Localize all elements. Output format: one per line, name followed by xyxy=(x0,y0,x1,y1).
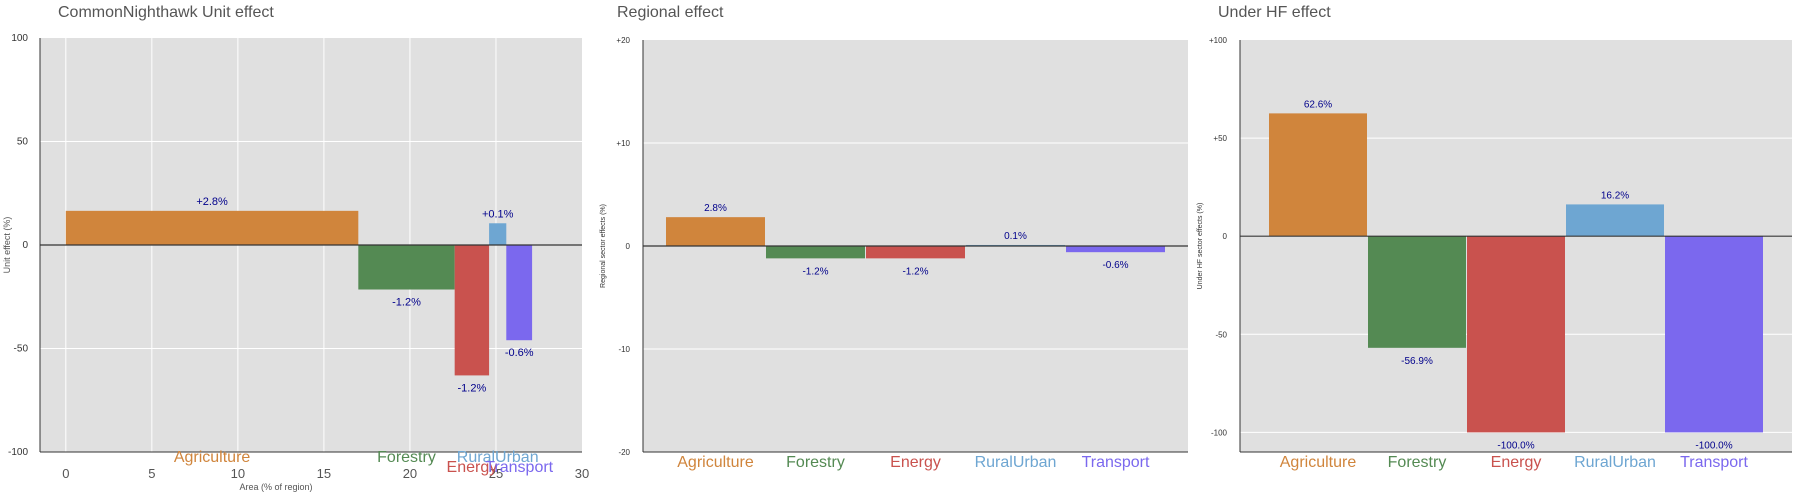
chart1-data-label: -0.6% xyxy=(505,347,534,359)
chart1-bar-energy xyxy=(454,245,490,376)
chart1-category-label: Forestry xyxy=(377,449,436,466)
chart3-category-label: Forestry xyxy=(1388,454,1447,471)
chart3-ytick-label: +100 xyxy=(1209,36,1228,45)
chart3-data-label: -100.0% xyxy=(1497,440,1534,451)
chart3-data-label: 62.6% xyxy=(1304,99,1332,110)
chart1-category-label: Transport xyxy=(485,459,553,476)
chart2-category-label: Energy xyxy=(890,454,941,471)
chart3-ytick-label: +50 xyxy=(1213,134,1227,143)
chart3-category-label: Energy xyxy=(1491,454,1542,471)
chart1-category-label: Agriculture xyxy=(174,449,251,466)
chart2-data-label: -1.2% xyxy=(802,266,828,277)
chart2-ylabel: Regional sector effects (%) xyxy=(600,204,607,288)
chart1-category-label: RuralUrban xyxy=(457,449,539,466)
chart2-ytick-label: +10 xyxy=(616,139,630,148)
chart3-data-label: -56.9% xyxy=(1401,356,1433,367)
chart1-xlabel: Area (% of region) xyxy=(239,482,312,492)
chart3-data-label: 16.2% xyxy=(1601,190,1629,201)
chart2-ytick-label: -20 xyxy=(618,448,630,457)
chart1-bar-ruralurban xyxy=(489,223,507,245)
chart1-ytick-label: 50 xyxy=(17,137,29,148)
chart3-ylabel: Under HF sector effects (%) xyxy=(1197,203,1204,290)
chart1-ytick-label: -100 xyxy=(8,447,28,458)
chart2-bar-energy xyxy=(866,246,965,259)
chart2-category-label: Agriculture xyxy=(677,454,754,471)
chart3-bar-energy xyxy=(1467,236,1565,433)
chart1-ytick-label: -50 xyxy=(14,344,29,355)
chart1-bar-agriculture xyxy=(65,210,359,245)
chart3-category-label: Agriculture xyxy=(1280,454,1357,471)
chart2-ytick-label: -10 xyxy=(618,345,630,354)
chart3-ytick-label: -100 xyxy=(1211,428,1228,437)
chart1-xtick-label: 5 xyxy=(148,466,155,481)
chart2-category-label: RuralUrban xyxy=(975,454,1057,471)
chart1-ytick-label: 100 xyxy=(11,33,28,44)
chart1-category-label: Energy xyxy=(447,459,498,476)
chart1-xtick-label: 20 xyxy=(403,466,417,481)
chart2-bar-forestry xyxy=(766,246,865,259)
chart1-title: CommonNighthawk Unit effect xyxy=(58,4,274,21)
chart1-data-label: -1.2% xyxy=(392,297,421,309)
chart2-data-label: 2.8% xyxy=(704,203,727,214)
chart3-category-label: RuralUrban xyxy=(1574,454,1656,471)
chart2-data-label: -1.2% xyxy=(902,266,928,277)
chart3-data-label: -100.0% xyxy=(1695,440,1732,451)
chart1-bar-forestry xyxy=(358,245,455,290)
chart2-ytick-label: +20 xyxy=(616,36,630,45)
chart3-bar-forestry xyxy=(1368,236,1466,348)
chart3-bar-ruralurban xyxy=(1566,204,1664,237)
chart3-bar-agriculture xyxy=(1269,113,1367,237)
chart2-bar-agriculture xyxy=(666,217,765,246)
chart1-data-label: +2.8% xyxy=(196,196,228,208)
chart1-data-label: +0.1% xyxy=(482,208,514,220)
chart3-category-label: Transport xyxy=(1680,454,1748,471)
chart1-data-label: -1.2% xyxy=(458,382,487,394)
chart2-title: Regional effect xyxy=(617,4,724,21)
chart2-data-label: -0.6% xyxy=(1102,260,1128,271)
chart2-category-label: Forestry xyxy=(786,454,845,471)
chart1-xtick-label: 0 xyxy=(62,466,69,481)
chart3-ytick-label: 0 xyxy=(1223,232,1228,241)
chart1-xtick-label: 10 xyxy=(231,466,245,481)
chart1-xtick-label: 15 xyxy=(317,466,331,481)
chart1-ylabel: Unit effect (%) xyxy=(2,217,12,274)
chart3-bar-transport xyxy=(1665,236,1763,433)
chart2-bar-transport xyxy=(1066,246,1165,253)
chart1-bar-transport xyxy=(506,245,533,341)
chart1-xtick-label: 25 xyxy=(489,466,503,481)
chart1-xtick-label: 30 xyxy=(575,466,589,481)
chart3-title: Under HF effect xyxy=(1218,4,1331,21)
chart2-data-label: 0.1% xyxy=(1004,231,1027,242)
chart2-category-label: Transport xyxy=(1082,454,1150,471)
chart1-ytick-label: 0 xyxy=(22,240,28,251)
chart3-ytick-label: -50 xyxy=(1215,330,1227,339)
chart2-ytick-label: 0 xyxy=(626,242,631,251)
